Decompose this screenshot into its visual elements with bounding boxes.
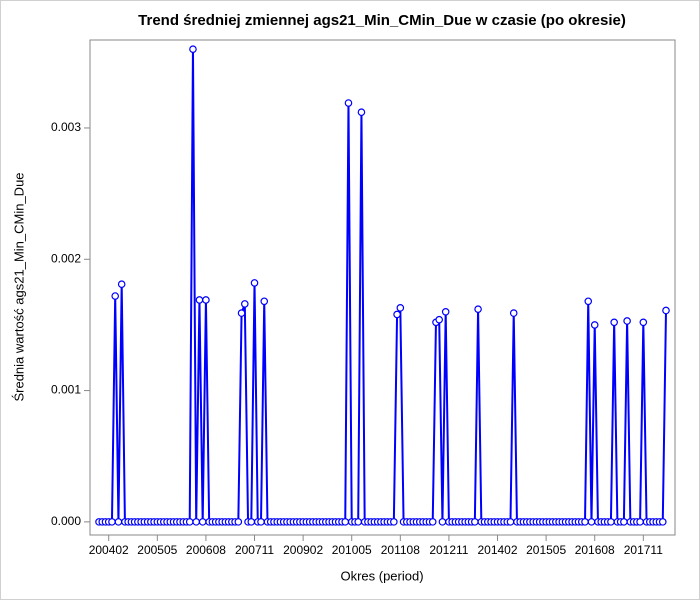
data-point xyxy=(509,309,518,317)
data-point xyxy=(354,518,363,526)
x-tick-label: 200608 xyxy=(186,543,226,557)
data-point xyxy=(474,305,482,313)
data-point xyxy=(506,518,515,526)
x-tick-label: 200902 xyxy=(283,543,323,557)
data-point xyxy=(636,518,644,526)
data-point xyxy=(108,518,116,526)
data-point xyxy=(241,300,249,308)
x-tick-label: 201505 xyxy=(526,543,566,557)
data-point xyxy=(250,279,259,287)
x-tick-label: 200402 xyxy=(89,543,129,557)
data-point xyxy=(590,321,599,329)
x-axis-label: Okres (period) xyxy=(340,568,423,583)
data-point xyxy=(581,518,589,526)
data-point xyxy=(438,518,447,526)
data-point xyxy=(341,518,350,526)
data-point xyxy=(471,518,479,526)
x-tick-label: 201005 xyxy=(332,543,372,557)
x-tick-label: 201711 xyxy=(624,543,663,557)
data-point xyxy=(189,45,197,53)
data-point xyxy=(195,296,204,304)
data-point xyxy=(607,518,615,526)
data-point xyxy=(114,518,123,526)
data-point xyxy=(357,108,366,117)
data-point xyxy=(639,318,648,327)
data-point xyxy=(390,518,398,526)
plot-area xyxy=(89,39,676,536)
data-point xyxy=(260,297,269,306)
data-point xyxy=(185,518,194,526)
data-point xyxy=(620,518,628,526)
data-point xyxy=(257,518,265,526)
data-point xyxy=(192,518,201,526)
x-tick-label: 201211 xyxy=(429,543,468,557)
data-point xyxy=(435,315,444,324)
x-tick-label: 201608 xyxy=(575,543,615,557)
data-point xyxy=(428,518,437,526)
x-tick-label: 200505 xyxy=(137,543,177,557)
data-point xyxy=(202,296,210,304)
data-point xyxy=(584,297,593,306)
y-tick-label: 0.000 xyxy=(51,514,81,528)
y-axis-label: Średnia wartość ags21_Min_CMin_Due xyxy=(11,172,26,401)
data-point xyxy=(623,317,631,325)
data-point xyxy=(610,318,618,327)
data-point xyxy=(441,307,450,316)
data-point xyxy=(662,306,670,315)
data-point xyxy=(587,518,596,526)
y-tick-label: 0.002 xyxy=(51,251,81,265)
data-point xyxy=(237,309,246,317)
data-point xyxy=(111,292,120,300)
data-point xyxy=(247,518,256,526)
data-point xyxy=(396,304,405,312)
data-point xyxy=(234,518,243,526)
data-point xyxy=(117,280,126,289)
x-tick-label: 200711 xyxy=(235,543,274,557)
data-point xyxy=(344,99,353,107)
data-point xyxy=(393,310,401,319)
chart-title: Trend średniej zmiennej ags21_Min_CMin_D… xyxy=(138,12,626,29)
y-tick-label: 0.001 xyxy=(51,383,81,397)
data-point xyxy=(198,518,207,526)
x-tick-label: 201402 xyxy=(477,543,517,557)
data-point xyxy=(658,518,667,526)
y-tick-label: 0.003 xyxy=(51,120,81,134)
x-tick-label: 201108 xyxy=(381,543,420,557)
